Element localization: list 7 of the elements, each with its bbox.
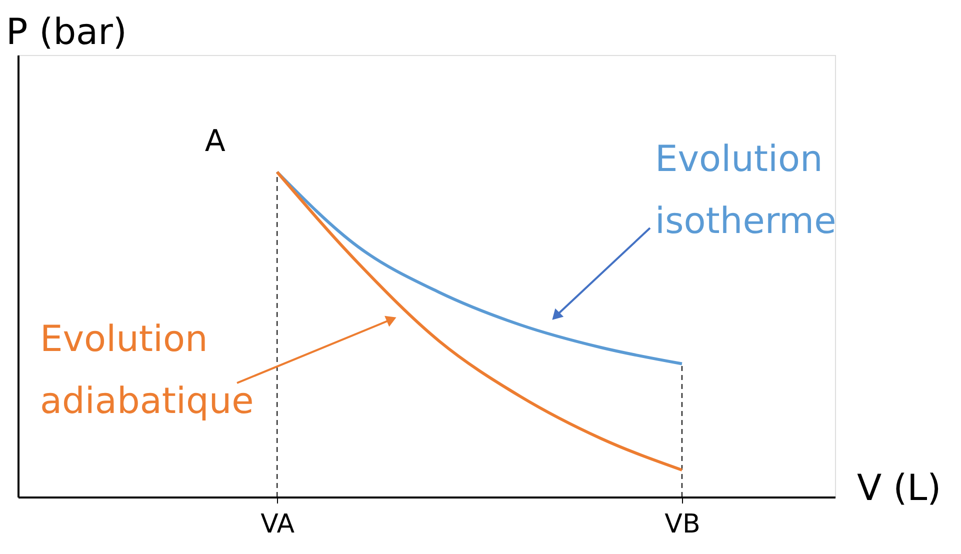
text: Evolution adiabatique xyxy=(40,319,254,422)
y-axis-title: P (bar) xyxy=(6,12,127,53)
annotation: A xyxy=(204,124,226,159)
x-tick-label: VB xyxy=(664,510,700,540)
x-axis-title: V (L) xyxy=(857,468,942,509)
x-tick-label: VA xyxy=(260,510,295,540)
text: Evolution isotherme xyxy=(655,139,836,242)
